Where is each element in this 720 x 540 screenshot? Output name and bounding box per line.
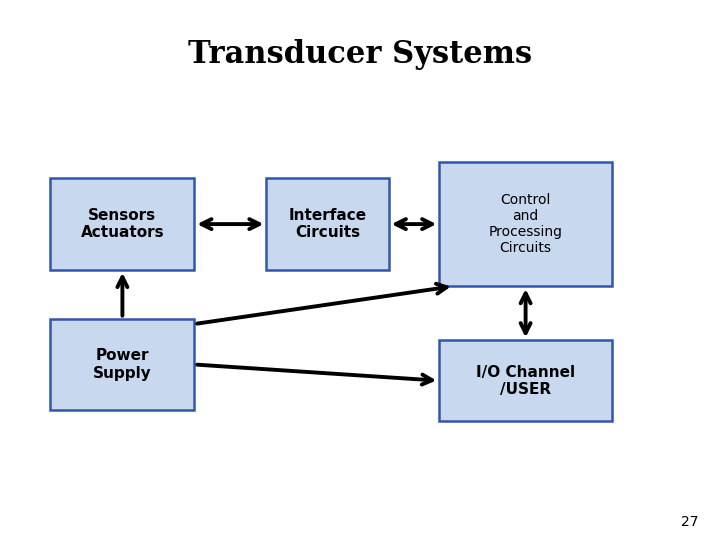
FancyBboxPatch shape bbox=[439, 340, 612, 421]
Text: Interface
Circuits: Interface Circuits bbox=[289, 208, 366, 240]
Text: Power
Supply: Power Supply bbox=[93, 348, 152, 381]
FancyBboxPatch shape bbox=[439, 162, 612, 286]
Text: 27: 27 bbox=[681, 515, 698, 529]
Text: Sensors
Actuators: Sensors Actuators bbox=[81, 208, 164, 240]
FancyBboxPatch shape bbox=[266, 178, 389, 270]
Text: I/O Channel
/USER: I/O Channel /USER bbox=[476, 364, 575, 397]
Text: Control
and
Processing
Circuits: Control and Processing Circuits bbox=[489, 193, 562, 255]
Text: Transducer Systems: Transducer Systems bbox=[188, 38, 532, 70]
FancyBboxPatch shape bbox=[50, 319, 194, 410]
FancyBboxPatch shape bbox=[50, 178, 194, 270]
